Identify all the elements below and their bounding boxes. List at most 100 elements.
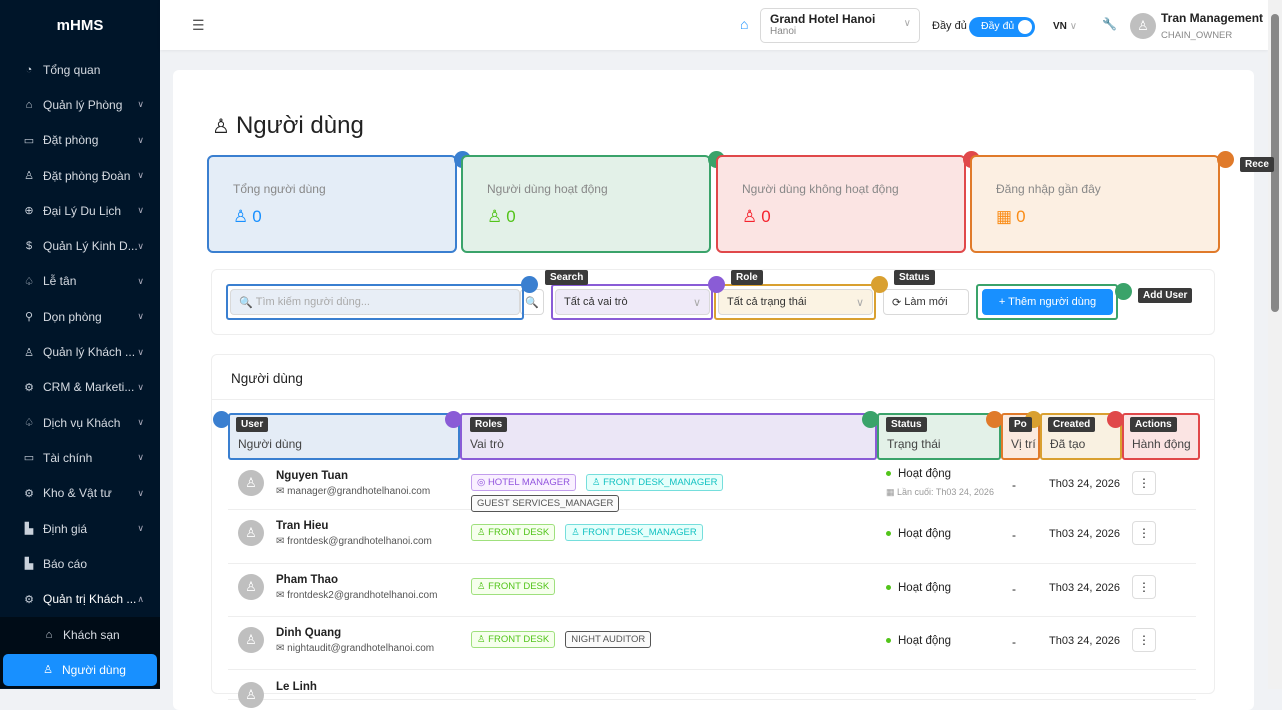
table-title: Người dùng xyxy=(231,371,303,386)
sidebar-item-hotels[interactable]: ⌂ Khách sạn xyxy=(0,617,160,654)
stat-value: 0 xyxy=(506,207,516,226)
scrollbar[interactable] xyxy=(1268,0,1282,689)
created-date: Th03 24, 2026 xyxy=(1049,635,1120,647)
chevron-down-icon: ∨ xyxy=(137,381,144,392)
avatar[interactable]: ♙ xyxy=(1130,13,1156,39)
gear-icon: ⚙ xyxy=(24,381,34,394)
users-icon: ♙ xyxy=(212,115,230,138)
overlay-dot xyxy=(708,276,725,293)
stat-card: Tổng người dùng ♙ 0 xyxy=(207,155,457,253)
overlay-dot xyxy=(986,411,1003,428)
role-badge: ♙ FRONT DESK xyxy=(471,631,556,648)
sidebar-item-2[interactable]: ▭ Đặt phòng ∨ xyxy=(0,123,160,158)
sidebar-item-label: Quản trị Khách ... xyxy=(43,592,137,607)
more-actions-button[interactable]: ⋮ xyxy=(1132,471,1156,495)
gear-icon: ⚙ xyxy=(24,593,34,606)
mail-icon: ✉ xyxy=(276,486,285,497)
menu-collapse-icon[interactable]: ☰ xyxy=(192,17,205,33)
chart-icon: ▙ xyxy=(24,558,34,571)
sidebar-item-6[interactable]: ♤ Lễ tân ∨ xyxy=(0,264,160,299)
column-header[interactable]: Trạng thái xyxy=(877,413,1001,460)
wrench-icon[interactable]: 🔧 xyxy=(1102,17,1117,31)
more-actions-button[interactable]: ⋮ xyxy=(1132,628,1156,652)
top-header: ☰ ⌂ Grand Hotel Hanoi Hanoi ∨ Đầy đủ Đầy… xyxy=(160,0,1268,50)
column-header[interactable]: Vai trò xyxy=(460,413,877,460)
chevron-down-icon: ∨ xyxy=(137,134,144,145)
user-name: Tran Hieu xyxy=(276,520,329,532)
stat-label: Người dùng hoạt động xyxy=(487,182,608,196)
search-input[interactable]: 🔍 Tìm kiếm người dùng... xyxy=(230,289,520,315)
sidebar-item-12[interactable]: ⚙ Kho & Vật tư ∨ xyxy=(0,476,160,511)
toggle-knob xyxy=(1018,20,1032,34)
stat-card: Người dùng hoạt động ♙ 0 xyxy=(461,155,711,253)
sidebar-item-14[interactable]: ▙ Báo cáo xyxy=(0,546,160,581)
table-row: ♙ Pham Thao ✉ frontdesk2@grandhotelhanoi.… xyxy=(228,564,1196,617)
sidebar-item-4[interactable]: ⊕ Đại Lý Du Lịch ∨ xyxy=(0,193,160,228)
sidebar-item-1[interactable]: ⌂ Quản lý Phòng ∨ xyxy=(0,87,160,122)
stat-value: 0 xyxy=(252,207,262,226)
toggle-label: Đầy đủ xyxy=(981,20,1015,32)
chevron-down-icon: ∨ xyxy=(137,417,144,428)
user-email: ✉ nightaudit@grandhotelhanoi.com xyxy=(276,643,435,654)
sidebar-item-13[interactable]: ▙ Định giá ∨ xyxy=(0,511,160,546)
more-actions-button[interactable]: ⋮ xyxy=(1132,521,1156,545)
status-badge: Hoạt động xyxy=(886,528,951,540)
overlay-dot xyxy=(445,411,462,428)
overlay-dot xyxy=(1107,411,1124,428)
sidebar-item-8[interactable]: ♙ Quản lý Khách ... ∨ xyxy=(0,334,160,369)
language-select[interactable]: VN ∨ xyxy=(1053,21,1077,32)
page-title: ♙ Người dùng xyxy=(212,112,364,140)
position: - xyxy=(1012,582,1016,596)
refresh-button[interactable]: ⟳ Làm mới xyxy=(883,289,969,315)
user-email: ✉ manager@grandhotelhanoi.com xyxy=(276,486,431,497)
table-row: ♙ Le Linh xyxy=(228,670,1196,708)
role-select-value: Tất cả vai trò xyxy=(564,296,628,308)
roles-list: ♙ FRONT DESK xyxy=(471,578,871,595)
sidebar-item-15[interactable]: ⚙ Quản trị Khách ... ∧ xyxy=(0,581,160,616)
mode-toggle[interactable]: Đầy đủ xyxy=(969,17,1035,37)
search-icon: 🔍 xyxy=(525,296,539,309)
sidebar-item-label: Người dùng xyxy=(62,662,126,677)
more-actions-button[interactable]: ⋮ xyxy=(1132,575,1156,599)
position: - xyxy=(1012,528,1016,542)
avatar: ♙ xyxy=(238,682,264,708)
user-name: Tran Management xyxy=(1161,11,1264,25)
add-user-button[interactable]: + Thêm người dùng xyxy=(982,289,1113,315)
refresh-label: Làm mới xyxy=(904,296,948,308)
search-placeholder: Tìm kiếm người dùng... xyxy=(255,296,370,308)
bell-icon: ♤ xyxy=(24,275,34,288)
table-row: ♙ Tran Hieu ✉ frontdesk@grandhotelhanoi.c… xyxy=(228,510,1196,564)
role-badge: ◎ HOTEL MANAGER xyxy=(471,474,576,491)
sidebar-item-11[interactable]: ▭ Tài chính ∨ xyxy=(0,440,160,475)
sidebar-item-0[interactable]: ◔ Tổng quan xyxy=(0,52,160,87)
chevron-up-icon: ∧ xyxy=(137,593,144,604)
scrollbar-thumb[interactable] xyxy=(1271,14,1279,312)
stat-label: Người dùng không hoạt động xyxy=(742,182,899,196)
hotel-selector[interactable]: Grand Hotel Hanoi Hanoi ∨ xyxy=(760,8,920,43)
sidebar-item-users[interactable]: ♙ Người dùng xyxy=(3,653,157,686)
table-row: ♙ Nguyen Tuan ✉ manager@grandhotelhanoi.c… xyxy=(228,460,1196,512)
overlay-dot xyxy=(1217,151,1234,168)
card-icon: ▭ xyxy=(23,452,35,465)
sidebar-item-9[interactable]: ⚙ CRM & Marketi... ∨ xyxy=(0,370,160,405)
dashboard-icon: ◔ xyxy=(25,63,33,76)
sidebar-item-7[interactable]: ⚲ Dọn phòng ∨ xyxy=(0,299,160,334)
sidebar-item-5[interactable]: $ Quản Lý Kinh D... ∨ xyxy=(0,228,160,263)
home-icon[interactable]: ⌂ xyxy=(740,16,749,32)
role-badge: ♙ FRONT DESK_MANAGER xyxy=(565,524,703,541)
sidebar-item-3[interactable]: ♙ Đặt phòng Đoàn ∨ xyxy=(0,158,160,193)
position: - xyxy=(1012,635,1016,649)
user-email: ✉ frontdesk@grandhotelhanoi.com xyxy=(276,536,432,547)
sidebar-item-label: Dọn phòng xyxy=(43,309,102,324)
overlay-status xyxy=(714,284,876,320)
mail-icon: ✉ xyxy=(276,536,285,547)
status-select[interactable]: Tất cả trạng thái ∨ xyxy=(718,289,873,315)
role-select[interactable]: Tất cả vai trò ∨ xyxy=(555,289,710,315)
column-header-label: Đã tạo xyxy=(1050,437,1086,451)
globe-icon: ⊕ xyxy=(24,205,34,218)
column-header-label: Vị trí xyxy=(1011,437,1036,451)
sidebar-item-10[interactable]: ♤ Dịch vụ Khách ∨ xyxy=(0,405,160,440)
overlay-role xyxy=(551,284,713,320)
sidebar-item-label: Quản lý Phòng xyxy=(43,97,123,112)
calendar-icon: ▭ xyxy=(23,134,35,147)
